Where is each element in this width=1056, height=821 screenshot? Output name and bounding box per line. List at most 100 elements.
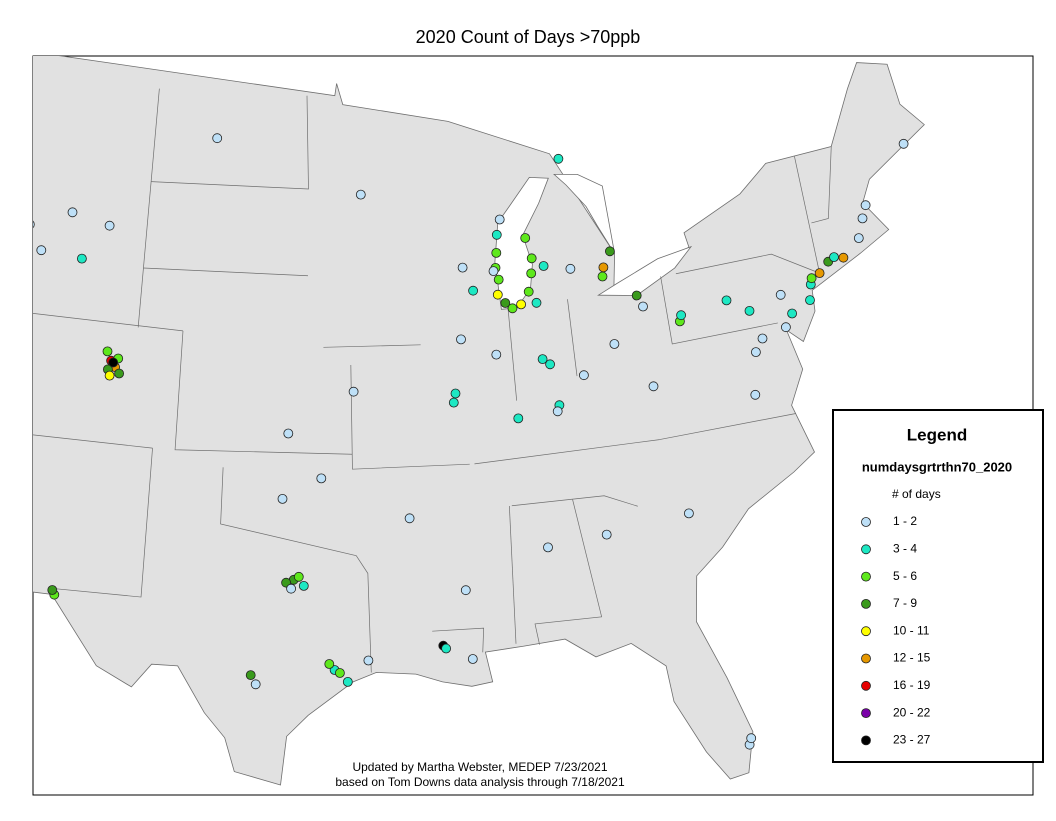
monitor-site — [860, 200, 871, 211]
monitor-site — [531, 297, 542, 308]
monitor-site — [342, 677, 353, 687]
monitor-site — [286, 583, 297, 594]
legend-swatch — [861, 680, 871, 691]
monitor-site — [552, 406, 563, 417]
monitor-site — [102, 346, 113, 357]
monitor-site — [491, 349, 502, 360]
state-border — [49, 448, 153, 598]
monitor-site — [250, 679, 261, 690]
monitor-site — [316, 473, 327, 484]
state-border — [151, 95, 309, 190]
state-border — [143, 267, 309, 277]
monitor-site — [494, 214, 505, 225]
state-border — [350, 364, 470, 470]
footnote: Updated by Martha Webster, MEDEP 7/23/20… — [352, 760, 607, 774]
monitor-site — [450, 388, 461, 399]
monitor-site — [448, 397, 459, 408]
state-border — [33, 313, 184, 332]
monitor-site — [523, 286, 534, 297]
monitor-site — [324, 659, 335, 669]
monitor-site — [601, 529, 612, 540]
monitor-site — [460, 585, 471, 596]
monitor-site — [277, 493, 288, 504]
legend-swatch — [861, 599, 871, 609]
state-border — [474, 439, 660, 465]
monitor-site — [355, 189, 366, 200]
legend-swatch — [861, 517, 871, 527]
state-border — [174, 330, 353, 455]
legend-swatch — [861, 626, 871, 637]
monitor-site — [631, 290, 642, 301]
monitor-site — [537, 354, 548, 365]
monitor-site — [520, 233, 531, 243]
monitor-site — [104, 370, 115, 381]
legend-label: 7 - 9 — [893, 596, 917, 610]
monitor-site — [545, 359, 555, 370]
monitor-site — [648, 381, 659, 392]
legend-label: 3 - 4 — [893, 541, 917, 555]
state-border — [0, 190, 9, 601]
monitor-site — [597, 271, 608, 282]
state-border — [511, 495, 638, 507]
state-border — [659, 413, 796, 440]
state-border — [509, 505, 517, 644]
monitor-site — [526, 268, 537, 279]
state-border — [507, 302, 518, 401]
legend-layer: numdaysgrtrthn70_2020 — [862, 459, 1012, 474]
state-border — [33, 434, 153, 449]
legend-title: Legend — [907, 425, 967, 444]
monitor-site — [838, 252, 849, 263]
legend-label: 1 - 2 — [893, 514, 917, 528]
monitor-site — [492, 289, 503, 300]
lake — [553, 174, 615, 254]
land — [33, 56, 925, 786]
monitor-site — [404, 513, 415, 524]
monitor-site — [676, 310, 686, 321]
state-border — [432, 627, 485, 653]
monitor-site — [543, 542, 553, 553]
state-border — [675, 253, 820, 275]
monitor-site — [457, 262, 468, 273]
legend-swatch — [861, 735, 871, 746]
monitor-site — [721, 295, 732, 306]
monitor-site — [0, 261, 6, 270]
state-border — [534, 499, 603, 645]
monitor-site — [77, 253, 87, 264]
legend-swatch — [861, 544, 871, 555]
monitor-site — [491, 247, 502, 258]
monitor-site — [806, 273, 817, 284]
state-border — [220, 467, 372, 673]
monitor-site — [853, 233, 864, 244]
monitor-site — [334, 668, 345, 678]
monitor-site — [857, 213, 868, 224]
monitor-site — [67, 207, 78, 218]
state-border — [137, 88, 160, 328]
state-border — [811, 146, 832, 224]
monitor-site — [283, 428, 294, 439]
monitor-site — [212, 133, 223, 144]
monitor-site — [467, 654, 478, 664]
state-border — [323, 344, 421, 348]
monitor-site — [363, 655, 374, 666]
monitor-site — [829, 252, 839, 263]
state-border — [660, 276, 778, 345]
legend-swatch — [861, 708, 871, 718]
monitor-site — [47, 585, 58, 595]
monitor-site — [638, 301, 648, 312]
legend-label: 10 - 11 — [893, 623, 930, 637]
monitor-site — [579, 370, 589, 381]
monitor-site — [293, 571, 304, 582]
monitor-site — [513, 413, 524, 424]
monitor-site — [108, 357, 119, 368]
monitor-site — [245, 670, 256, 680]
monitor-site — [746, 733, 757, 744]
legend-swatch — [861, 653, 871, 664]
map-layer — [0, 56, 925, 786]
monitor-site — [805, 295, 815, 306]
monitor-site — [507, 303, 518, 314]
legend-label: 12 - 15 — [893, 651, 931, 665]
monitor-site — [491, 229, 502, 240]
monitor-site — [488, 266, 499, 277]
map-title: 2020 Count of Days >70ppb — [416, 27, 641, 47]
monitor-site — [441, 643, 452, 654]
